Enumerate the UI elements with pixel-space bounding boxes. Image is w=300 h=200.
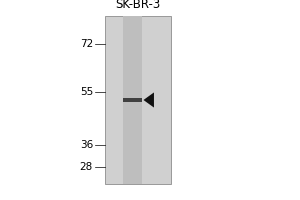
Bar <box>124 98 142 102</box>
Polygon shape <box>143 92 154 108</box>
Text: 36: 36 <box>80 140 93 150</box>
Text: 28: 28 <box>80 162 93 172</box>
Text: SK-BR-3: SK-BR-3 <box>116 0 160 11</box>
Bar <box>124 16 142 184</box>
Bar <box>105 16 171 184</box>
Text: 72: 72 <box>80 39 93 49</box>
Text: 55: 55 <box>80 87 93 97</box>
